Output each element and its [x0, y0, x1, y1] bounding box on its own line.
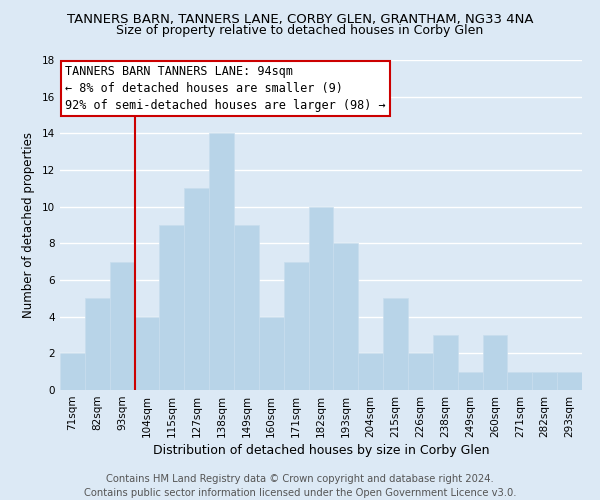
Bar — [458, 372, 482, 390]
Bar — [284, 262, 308, 390]
Text: Contains HM Land Registry data © Crown copyright and database right 2024.
Contai: Contains HM Land Registry data © Crown c… — [84, 474, 516, 498]
Bar — [532, 372, 557, 390]
Bar — [433, 335, 458, 390]
Bar — [482, 335, 508, 390]
Bar — [160, 225, 184, 390]
Bar — [508, 372, 532, 390]
Bar — [60, 354, 85, 390]
Bar — [383, 298, 408, 390]
Text: TANNERS BARN, TANNERS LANE, CORBY GLEN, GRANTHAM, NG33 4NA: TANNERS BARN, TANNERS LANE, CORBY GLEN, … — [67, 12, 533, 26]
Bar — [234, 225, 259, 390]
Bar — [110, 262, 134, 390]
Y-axis label: Number of detached properties: Number of detached properties — [22, 132, 35, 318]
Bar — [259, 316, 284, 390]
Bar — [134, 316, 160, 390]
Bar — [85, 298, 110, 390]
Bar — [358, 354, 383, 390]
X-axis label: Distribution of detached houses by size in Corby Glen: Distribution of detached houses by size … — [153, 444, 489, 457]
Text: Size of property relative to detached houses in Corby Glen: Size of property relative to detached ho… — [116, 24, 484, 37]
Bar — [184, 188, 209, 390]
Bar — [334, 244, 358, 390]
Bar — [308, 206, 334, 390]
Text: TANNERS BARN TANNERS LANE: 94sqm
← 8% of detached houses are smaller (9)
92% of : TANNERS BARN TANNERS LANE: 94sqm ← 8% of… — [65, 65, 386, 112]
Bar — [209, 134, 234, 390]
Bar — [557, 372, 582, 390]
Bar — [408, 354, 433, 390]
